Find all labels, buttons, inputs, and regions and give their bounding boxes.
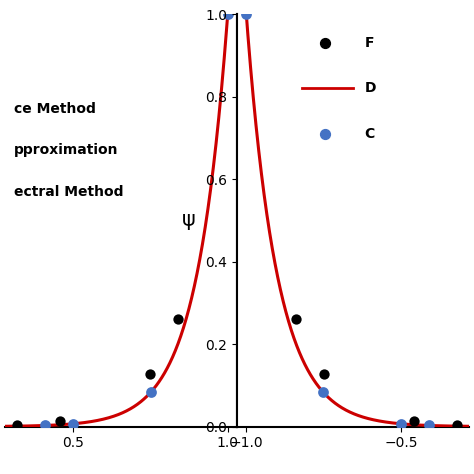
Text: F: F (365, 36, 374, 50)
Point (243, 10, 250, 18)
Point (41, 422, 49, 429)
Y-axis label: ψ: ψ (182, 210, 195, 230)
Point (57, 418, 64, 425)
Point (397, 420, 405, 428)
Point (146, 370, 154, 378)
Point (425, 422, 433, 429)
Text: pproximation: pproximation (14, 143, 118, 157)
Point (224, 10, 231, 18)
Point (147, 388, 155, 395)
Point (410, 418, 417, 425)
Text: ce Method: ce Method (14, 102, 96, 116)
Point (69, 420, 77, 428)
Point (320, 370, 328, 378)
Point (453, 421, 461, 429)
Point (174, 315, 182, 322)
Point (13, 421, 21, 429)
Text: ectral Method: ectral Method (14, 184, 124, 199)
Text: C: C (365, 127, 375, 141)
Point (292, 315, 300, 322)
Text: D: D (365, 82, 376, 95)
Point (319, 388, 327, 395)
